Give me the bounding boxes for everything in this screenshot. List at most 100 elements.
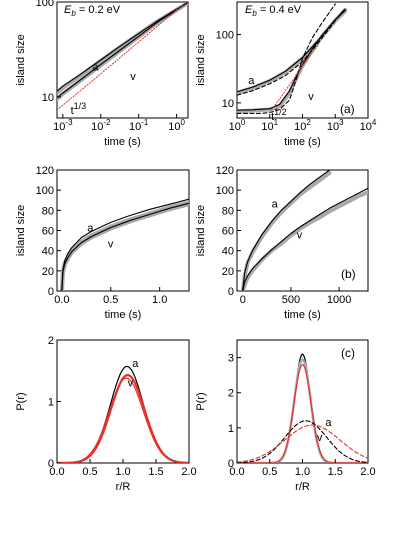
y-tick-label: 3 xyxy=(228,353,234,365)
x-axis-label: time (s) xyxy=(284,309,321,321)
x-axis-label: time (s) xyxy=(105,309,142,321)
plot-area xyxy=(57,2,188,111)
panel-label-c: (c) xyxy=(341,346,355,360)
x-tick-label: 1.0 xyxy=(152,294,167,306)
series-line-1 xyxy=(237,353,368,463)
y-tick-label: 60 xyxy=(42,226,54,238)
chart-p2: 100 101 102 103 104 10 100 time (s) island size a… xyxy=(195,3,377,148)
y-tick-label: 100 xyxy=(216,185,234,197)
series-line-4 xyxy=(61,202,189,291)
x-tick-label: 10-1 xyxy=(129,118,149,133)
chart-p1: 10-3 10-2 10-1 100 10 100 time (s) island size a… xyxy=(15,0,188,148)
panel-middle-right: (b) 0 500 1000 0 20 40 60 80 100 120 time (s) islan… xyxy=(195,165,369,321)
curve-annotation: t1/2 xyxy=(271,107,287,123)
panel-top-right: Eb = 0.4 eV (a) 100 101 102 103 104 10 100 time… xyxy=(195,1,377,148)
series-line-7 xyxy=(269,44,319,114)
series-line-3 xyxy=(57,377,189,463)
series-line-4 xyxy=(237,420,368,463)
curve-annotation: t1/3 xyxy=(71,101,87,117)
y-tick-label: 1 xyxy=(228,423,234,435)
series-line-2 xyxy=(237,358,368,463)
y-tick-label: 120 xyxy=(216,165,234,177)
x-tick-label: 1000 xyxy=(327,294,351,306)
series-line-5 xyxy=(237,424,368,463)
chart-p5: 0.0 0.5 1.0 1.5 2.0 0 1 2 r/R P(r) av xyxy=(15,335,197,493)
y-tick-label: 0 xyxy=(48,286,54,298)
series-line-2 xyxy=(240,190,368,291)
y-tick-label: 80 xyxy=(222,205,234,217)
x-tick-label: 0 xyxy=(240,294,246,306)
y-tick-label: 60 xyxy=(222,226,234,238)
y-tick-label: 40 xyxy=(222,246,234,258)
x-tick-label: 10-3 xyxy=(53,118,73,133)
x-tick-label: 2.0 xyxy=(181,466,196,478)
plot-frame xyxy=(56,1,189,119)
y-tick-label: 20 xyxy=(222,266,234,278)
curve-annotation: a xyxy=(325,417,332,429)
curve-annotation: v xyxy=(130,71,136,83)
panel-bottom-right: (c) 0.0 0.5 1.0 1.5 2.0 0 1 2 3 r/R P(r) av xyxy=(195,339,376,493)
x-axis-label: r/R xyxy=(116,481,131,493)
y-tick-label: 120 xyxy=(36,165,54,177)
plot-frame xyxy=(56,169,190,292)
x-tick-label: 2.0 xyxy=(360,466,375,478)
x-axis-label: time (s) xyxy=(104,136,141,148)
panel-label-b: (b) xyxy=(341,267,356,281)
x-tick-label: 1.0 xyxy=(115,466,130,478)
curve-annotation: v xyxy=(128,378,134,390)
curve-annotation: a xyxy=(248,75,255,87)
y-tick-label: 2 xyxy=(48,335,54,347)
curve-annotation: a xyxy=(92,61,99,73)
y-tick-label: 40 xyxy=(42,246,54,258)
y-tick-label: 2 xyxy=(228,388,234,400)
y-tick-label: 100 xyxy=(216,30,234,42)
y-tick-label: 0 xyxy=(228,286,234,298)
series-line-4 xyxy=(57,2,188,99)
chart-p4: 0 500 1000 0 20 40 60 80 100 120 time (s) island si… xyxy=(195,165,368,321)
plot-area xyxy=(240,170,368,291)
chart-p6: 0.0 0.5 1.0 1.5 2.0 0 1 2 3 r/R P(r) av xyxy=(195,353,376,493)
y-tick-label: 1 xyxy=(48,397,54,409)
series-line-5 xyxy=(237,8,346,96)
y-axis-label: island size xyxy=(195,34,207,85)
series-line-1 xyxy=(240,171,332,291)
x-tick-label: 500 xyxy=(282,294,300,306)
plot-area xyxy=(237,353,368,463)
x-tick-label: 10-2 xyxy=(91,118,111,133)
energy-label-right: Eb = 0.4 eV xyxy=(245,4,302,18)
series-line-4 xyxy=(242,187,368,291)
x-tick-label: 1.5 xyxy=(148,466,163,478)
series-line-3 xyxy=(57,2,188,92)
panel-bottom-left: 0.0 0.5 1.0 1.5 2.0 0 1 2 r/R P(r) av xyxy=(15,335,197,493)
y-axis-label: island size xyxy=(195,205,207,256)
y-tick-label: 10 xyxy=(222,98,234,110)
series-line-3 xyxy=(61,198,189,291)
series-line-5 xyxy=(57,2,188,111)
series-line-1 xyxy=(57,365,189,463)
x-tick-label: 0.5 xyxy=(262,466,277,478)
plot-area xyxy=(237,3,348,114)
y-tick-label: 10 xyxy=(42,92,54,104)
x-tick-label: 100 xyxy=(229,118,246,133)
x-tick-label: 100 xyxy=(168,118,185,133)
curve-annotation: v xyxy=(308,91,314,103)
x-tick-label: 1.0 xyxy=(295,466,310,478)
x-tick-label: 101 xyxy=(261,118,278,133)
plot-frame xyxy=(56,339,190,464)
panel-top-left: Eb = 0.2 eV 10-3 10-2 10-1 100 10 100 time (s)… xyxy=(15,0,189,148)
curve-annotation: v xyxy=(297,230,303,242)
series-line-3 xyxy=(237,364,368,463)
series-line-3 xyxy=(242,170,331,291)
y-axis-label: P(r) xyxy=(195,392,207,410)
curve-annotation: a xyxy=(87,223,94,235)
series-line-2 xyxy=(57,374,189,463)
plot-area xyxy=(57,365,189,463)
y-tick-label: 100 xyxy=(36,185,54,197)
x-tick-label: 0.5 xyxy=(82,466,97,478)
y-tick-label: 0 xyxy=(228,458,234,470)
curve-annotation: v xyxy=(317,432,323,444)
x-axis-label: r/R xyxy=(295,481,310,493)
x-tick-label: 0.0 xyxy=(229,466,244,478)
panel-label-a: (a) xyxy=(340,102,355,116)
